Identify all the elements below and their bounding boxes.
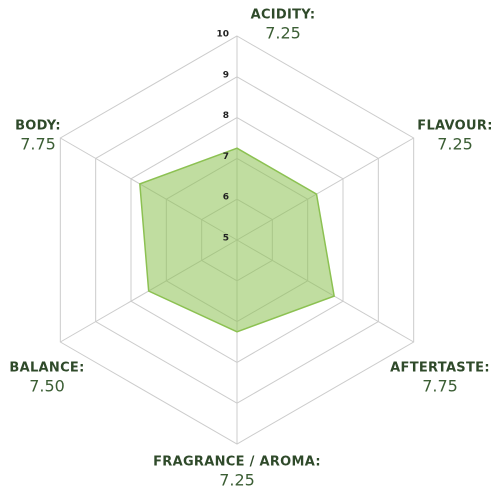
r-tick-label: 6 <box>223 193 229 203</box>
value-label: 7.25 <box>265 24 301 43</box>
category-label: AFTERTASTE: <box>390 361 490 376</box>
value-label: 7.50 <box>29 377 65 396</box>
r-tick-label: 10 <box>216 30 229 40</box>
value-label: 7.25 <box>437 135 473 154</box>
r-tick-label: 8 <box>223 111 229 121</box>
value-label: 7.75 <box>20 135 56 154</box>
value-label: 7.75 <box>422 377 458 396</box>
category-label: ACIDITY: <box>251 8 316 23</box>
category-label: FLAVOUR: <box>417 119 492 134</box>
category-label: BALANCE: <box>9 361 84 376</box>
data-area <box>139 147 336 333</box>
category-label: BODY: <box>15 119 61 134</box>
category-label: FRAGRANCE / AROMA: <box>153 455 321 470</box>
r-tick-label: 9 <box>223 70 229 80</box>
r-tick-label: 7 <box>223 152 229 162</box>
r-tick-label: 5 <box>223 234 229 244</box>
value-label: 7.25 <box>219 471 255 490</box>
